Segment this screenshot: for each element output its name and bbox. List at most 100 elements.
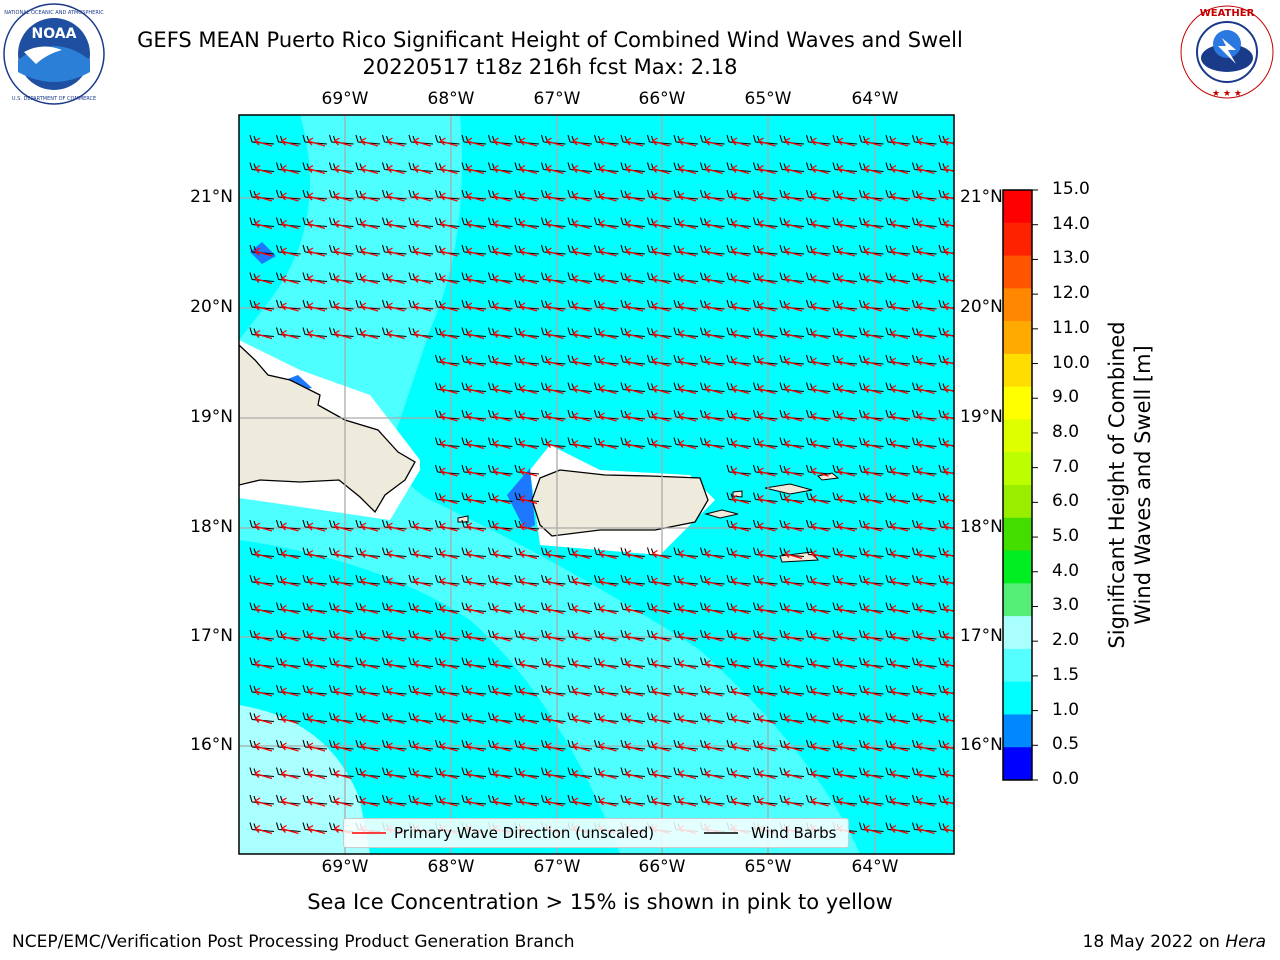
wave-direction-arrow <box>572 769 591 780</box>
wave-direction-arrow <box>334 192 352 202</box>
wave-direction-arrow <box>890 357 909 367</box>
wave-direction-arrow <box>387 742 405 752</box>
wave-direction-arrow <box>837 797 856 807</box>
wave-direction-arrow <box>546 769 564 780</box>
wave-direction-arrow <box>811 797 829 807</box>
wave-direction-arrow <box>493 219 511 230</box>
wave-direction-arrow <box>625 384 644 395</box>
wave-direction-arrow <box>281 687 299 697</box>
wave-direction-arrow <box>652 219 670 230</box>
wave-direction-arrow <box>466 632 485 642</box>
wave-direction-arrow <box>758 714 776 725</box>
wave-direction-arrow <box>758 164 776 175</box>
wave-direction-arrow <box>599 384 617 395</box>
wave-direction-arrow <box>943 164 954 173</box>
wave-direction-arrow <box>705 137 723 147</box>
wave-direction-arrow <box>652 769 670 780</box>
wave-direction-arrow <box>307 192 326 202</box>
wave-direction-arrow <box>943 824 954 833</box>
wave-direction-arrow <box>519 742 538 752</box>
wave-direction-arrow <box>493 384 511 395</box>
wave-direction-arrow <box>519 687 538 697</box>
wave-direction-arrow <box>440 659 458 670</box>
wave-direction-arrow <box>864 577 882 587</box>
wave-direction-arrow <box>864 302 882 312</box>
colorbar-tick-label: 9.0 <box>1052 387 1080 408</box>
wave-direction-arrow <box>943 742 954 751</box>
wave-direction-arrow <box>572 302 591 312</box>
wave-direction-arrow <box>758 687 776 697</box>
wave-direction-arrow <box>758 797 776 807</box>
wave-direction-arrow <box>731 604 750 615</box>
wave-direction-arrow <box>731 687 750 697</box>
colorbar-tick-label: 11.0 <box>1052 317 1090 338</box>
wave-direction-arrow <box>784 412 803 422</box>
wave-direction-arrow <box>440 494 458 505</box>
wave-direction-arrow <box>652 742 670 752</box>
colorbar-segment <box>1003 190 1032 224</box>
wave-direction-arrow <box>360 769 379 780</box>
wave-direction-arrow <box>784 137 803 147</box>
wave-direction-arrow <box>360 577 379 587</box>
wave-direction-arrow <box>758 659 776 670</box>
wave-direction-arrow <box>652 549 670 560</box>
wave-direction-arrow <box>572 192 591 202</box>
lat-label: 19°N <box>960 407 1003 427</box>
wave-direction-arrow <box>864 247 882 257</box>
wave-direction-arrow <box>837 357 856 367</box>
svg-text:NATIONAL OCEANIC AND ATMOSPHER: NATIONAL OCEANIC AND ATMOSPHERIC <box>4 10 104 16</box>
colorbar-segment <box>1003 616 1032 650</box>
wave-direction-arrow <box>652 659 670 670</box>
lon-label: 66°W <box>638 89 686 109</box>
wave-direction-arrow <box>943 274 954 283</box>
wave-direction-arrow <box>493 302 511 312</box>
wave-direction-arrow <box>811 302 829 312</box>
wave-direction-arrow <box>546 412 564 422</box>
wave-direction-arrow <box>413 687 432 697</box>
wave-direction-arrow <box>943 522 954 531</box>
wave-direction-arrow <box>784 549 803 560</box>
wave-direction-arrow <box>334 659 352 670</box>
wave-direction-arrow <box>917 137 935 147</box>
wave-direction-arrow <box>599 192 617 202</box>
wave-direction-arrow <box>678 632 697 642</box>
wave-direction-arrow <box>334 769 352 780</box>
wave-direction-arrow <box>837 604 856 615</box>
wave-direction-arrow <box>731 247 750 257</box>
map-legend: Primary Wave Direction (unscaled) Wind B… <box>343 818 849 848</box>
wave-direction-arrow <box>917 632 935 642</box>
wave-direction-arrow <box>360 329 379 340</box>
wave-direction-arrow <box>519 219 538 230</box>
wave-direction-arrow <box>493 769 511 780</box>
wave-direction-arrow <box>731 742 750 752</box>
wave-direction-arrow <box>784 384 803 395</box>
wave-direction-arrow <box>440 742 458 752</box>
wave-direction-arrow <box>625 329 644 340</box>
wave-direction-arrow <box>917 577 935 587</box>
wave-direction-arrow <box>625 137 644 147</box>
wave-direction-arrow <box>254 742 273 752</box>
wave-direction-arrow <box>731 494 750 505</box>
wave-direction-arrow <box>705 549 723 560</box>
wave-direction-arrow <box>281 164 299 175</box>
wave-direction-arrow <box>811 769 829 780</box>
wave-direction-arrow <box>678 274 697 285</box>
wave-direction-arrow <box>599 137 617 147</box>
wave-direction-arrow <box>731 439 750 450</box>
wave-direction-arrow <box>864 494 882 505</box>
wave-direction-arrow <box>811 494 829 505</box>
wave-direction-arrow <box>917 824 935 835</box>
wave-direction-arrow <box>784 494 803 505</box>
wave-direction-arrow <box>811 632 829 642</box>
wave-direction-arrow <box>758 577 776 587</box>
wave-direction-arrow <box>678 137 697 147</box>
wave-direction-arrow <box>625 632 644 642</box>
wave-direction-arrow <box>758 247 776 257</box>
wave-direction-arrow <box>440 797 458 807</box>
wave-direction-arrow <box>519 769 538 780</box>
wave-direction-arrow <box>599 797 617 807</box>
puerto-rico-land <box>531 469 709 537</box>
wave-direction-arrow <box>864 439 882 450</box>
wave-direction-arrow <box>572 632 591 642</box>
